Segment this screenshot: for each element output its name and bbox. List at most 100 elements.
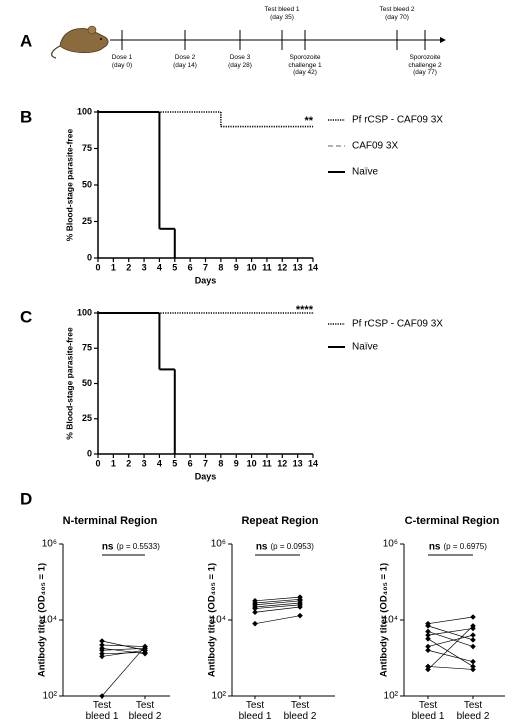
pair-line [254,596,301,602]
point [470,614,476,620]
x-tick-label: 9 [234,458,239,468]
x-tick-label: 13 [293,458,303,468]
x-tick-label: 12 [277,458,287,468]
timeline-label: Test bleed 2 (day 70) [379,6,415,21]
pair-line [427,625,474,641]
x-tick-label: 2 [126,458,131,468]
annotation: **** [296,304,314,316]
y-tick-label: 10² [212,691,227,702]
x-tick-label: Test bleed 2 [283,700,317,722]
point [470,623,476,629]
pair-line [427,634,474,647]
pair-line [101,646,146,697]
pair-line [101,649,146,657]
y-axis-label: Antibody titer (OD₄₀₅ = 1) [207,563,218,677]
x-tick-label: 3 [142,458,147,468]
x-tick-label: 5 [172,458,177,468]
timeline-arrow [440,37,446,43]
y-tick-label: 100 [77,307,92,317]
panel-label: A [20,31,32,50]
x-tick-label-box: Test bleed 1 [86,700,119,722]
y-axis-label: % Blood-stage parasite-free [64,129,74,242]
y-tick-label: 10⁶ [42,539,57,550]
point [252,605,258,612]
x-tick-label: 2 [126,262,131,272]
point [297,612,303,619]
timeline-label: Dose 3 (day 28) [228,54,252,69]
y-tick-label: 10² [384,691,399,702]
x-tick-label: 8 [218,458,223,468]
pair-line [427,638,474,667]
pair-line [254,604,301,609]
x-tick-label: Test bleed 2 [128,700,162,722]
panel-label: C [20,307,32,326]
point [99,653,105,660]
x-tick-label-box: Test bleed 1 [238,700,272,722]
x-tick-label-box: Test bleed 2 [456,700,490,722]
timeline-label: Sporozoite challenge 2 (day 77) [408,54,442,76]
timeline-label-box: Dose 3 (day 28) [228,54,252,69]
x-tick-label: 4 [157,458,162,468]
y-axis-label: Antibody titer (OD₄₀₅ = 1) [37,563,48,677]
point [99,647,105,654]
point [470,663,476,670]
y-tick-label: 75 [82,343,92,353]
point [99,693,105,699]
point [470,666,476,673]
x-tick-label: Test bleed 1 [238,700,272,722]
point [425,632,431,638]
point [425,666,431,673]
pair-line [254,602,301,608]
y-tick-label: 10⁶ [383,539,398,550]
timeline-label-box: Test bleed 1 (day 35) [264,6,300,21]
x-tick-label: Test bleed 2 [456,700,490,722]
y-axis-label: Antibody titer (OD₄₀₅ = 1) [379,563,390,677]
y-tick-label: 25 [82,216,92,226]
x-tick-label: 14 [308,262,318,272]
pair-line [101,647,146,651]
point [470,643,476,650]
point [425,628,431,635]
pair-line [254,606,301,613]
x-tick-label: 7 [203,458,208,468]
y-tick-label: 0 [87,448,92,458]
point [99,638,105,644]
point [252,620,258,627]
timeline-label-box: Test bleed 2 (day 70) [379,6,415,21]
pair-line [101,644,146,647]
y-tick-label: 25 [82,413,92,423]
p-value: (p = 0.6975) [444,542,488,551]
timeline-label-box: Dose 1 (day 0) [111,54,133,69]
timeline-label: Dose 1 (day 0) [111,54,133,69]
y-tick-label: 10⁴ [42,615,57,626]
point [425,643,431,650]
pair-line [427,616,474,625]
point [470,658,476,665]
x-tick-label-box: Test bleed 2 [128,700,162,722]
x-axis-label: Days [195,275,217,285]
pair-line [427,625,474,670]
p-value: (p = 0.0953) [271,542,315,551]
timeline-label-box: Sporozoite challenge 2 (day 77) [408,54,442,76]
x-tick-label: 14 [308,458,318,468]
chart-title: Repeat Region [241,515,318,527]
pair-line [427,649,474,663]
x-tick-label: 3 [142,262,147,272]
legend-label: Pf rCSP - CAF09 3X [352,319,443,330]
x-tick-label: 1 [111,458,116,468]
point [142,643,148,650]
timeline-label: Test bleed 1 (day 35) [264,6,300,21]
timeline-label: Sporozoite challenge 1 (day 42) [288,54,322,76]
legend-label: Pf rCSP - CAF09 3X [352,115,443,126]
timeline-label-box: Sporozoite challenge 1 (day 42) [288,54,322,76]
pair-line [254,615,301,625]
x-tick-label: 10 [247,458,257,468]
x-tick-label: 10 [247,262,257,272]
x-tick-label: 4 [157,262,162,272]
x-tick-label: 1 [111,262,116,272]
y-axis-label: % Blood-stage parasite-free [64,327,74,440]
x-tick-label-box: Test bleed 2 [283,700,317,722]
chart-title: C-terminal Region [405,515,500,527]
y-tick-label: 10⁴ [211,615,226,626]
